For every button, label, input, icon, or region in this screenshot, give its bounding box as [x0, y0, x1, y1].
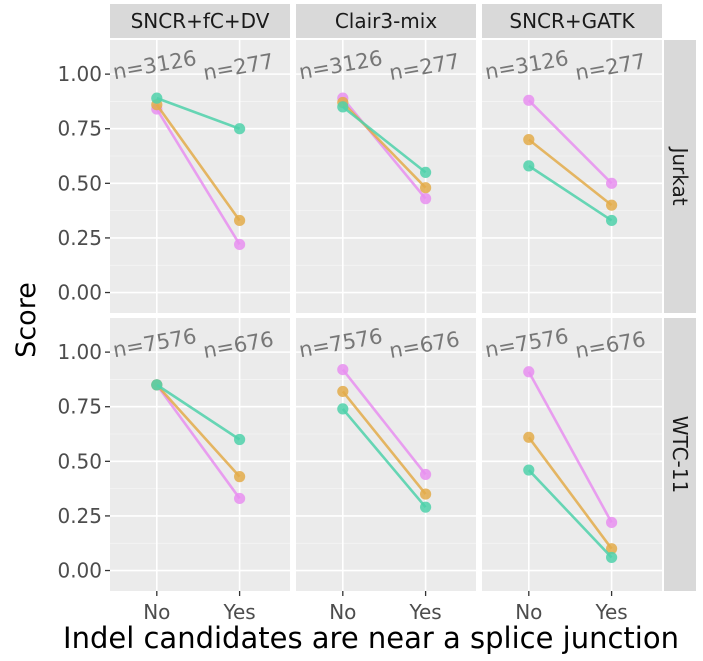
column-strip-bg: [110, 4, 290, 38]
column-strip-label: SNCR+fC+DV: [131, 9, 270, 33]
x-tick-label: No: [143, 600, 170, 624]
y-tick-label: 1.00: [57, 62, 102, 86]
column-strip-bg: [296, 4, 476, 38]
series-line-orange: [155, 384, 241, 478]
panel-wtc-11-sncr-gatk: n=7576 n=676: [482, 318, 662, 591]
strip-sncr-fc-dv: SNCR+fC+DV: [110, 4, 290, 38]
row-strip-label: Jurkat: [668, 145, 692, 205]
point-pink-yes: [606, 177, 618, 189]
panel-background: [296, 318, 476, 591]
panel-jurkat-sncr-fc-dv: n=3126 n=277: [110, 40, 290, 313]
point-teal-no: [337, 403, 349, 415]
point-orange-yes: [234, 214, 246, 227]
x-tick-label: Yes: [222, 600, 255, 624]
point-orange-yes: [420, 488, 432, 500]
y-tick-label: 0.75: [57, 117, 102, 141]
point-orange-no: [337, 385, 349, 398]
series-line-pink: [341, 368, 427, 476]
y-tick-label: 0.50: [57, 171, 102, 195]
point-teal-yes: [234, 433, 246, 446]
series-line-teal: [341, 408, 427, 509]
panel-wtc-11-clair3-mix: n=7576 n=676: [296, 318, 476, 591]
point-teal-yes: [420, 166, 432, 179]
y-tick-label: 0.25: [57, 226, 102, 250]
point-teal-yes: [420, 501, 432, 513]
point-orange-no: [523, 134, 535, 146]
point-pink-yes: [234, 492, 246, 505]
point-teal-yes: [606, 551, 618, 564]
x-tick-label: Yes: [408, 600, 441, 624]
point-pink-yes: [234, 238, 246, 251]
point-pink-yes: [606, 516, 618, 529]
series-line-teal: [341, 105, 427, 174]
point-pink-yes: [420, 193, 432, 205]
y-tick-label: 1.00: [57, 340, 102, 364]
y-tick-label: 0.25: [57, 504, 102, 528]
panel-jurkat-clair3-mix: n=3126 n=277: [296, 40, 476, 313]
y-tick-label: 0.50: [57, 449, 102, 473]
column-strip-label: SNCR+GATK: [509, 9, 635, 33]
axes-layer: 0.00 0.25 0.50 0.75 1.00 0.00 0.25 0.50 0.75 1.00…: [57, 62, 627, 624]
panel-wtc-11-sncr-fc-dv: n=7576 n=676: [110, 318, 290, 591]
column-strip-label: Clair3-mix: [335, 9, 438, 33]
point-teal-no: [151, 379, 163, 391]
point-pink-yes: [420, 468, 432, 481]
point-orange-no: [523, 431, 535, 443]
series-line-pink: [155, 108, 241, 246]
series-line-orange: [527, 138, 613, 207]
panel-background: [110, 40, 290, 313]
y-axis-title: Score: [11, 282, 42, 358]
column-strip-bg: [482, 4, 662, 38]
strips-layer: SNCR+fC+DV Clair3-mix SNCR+GATK Jurkat WTC-1…: [110, 4, 696, 591]
panel-background: [110, 318, 290, 591]
series-line-teal: [156, 96, 241, 130]
series-line-pink: [527, 99, 613, 185]
strip-sncr-gatk: SNCR+GATK: [482, 4, 662, 38]
panel-background: [482, 318, 662, 591]
x-axis-title: Indel candidates are near a splice junct…: [63, 621, 679, 655]
y-tick-label: 0.00: [57, 281, 102, 305]
point-teal-no: [523, 160, 535, 172]
series-line-pink: [527, 371, 613, 524]
series-line-teal: [156, 383, 241, 441]
panel-jurkat-sncr-gatk: n=3126 n=277: [482, 40, 662, 313]
point-pink-no: [523, 366, 535, 378]
point-orange-yes: [234, 471, 246, 483]
point-pink-no: [337, 363, 349, 376]
strip-clair3-mix: Clair3-mix: [296, 4, 476, 38]
series-line-teal: [527, 469, 613, 559]
x-tick-label: No: [515, 600, 542, 624]
point-pink-no: [523, 94, 535, 106]
series-line-orange: [155, 103, 241, 222]
series-line-orange: [527, 436, 613, 550]
point-orange-yes: [606, 199, 618, 211]
point-teal-no: [523, 464, 535, 476]
row-strip-bg: [664, 40, 696, 313]
strip-wtc-11: WTC-11: [664, 318, 696, 591]
x-tick-label: Yes: [594, 600, 627, 624]
row-strip-label: WTC-11: [668, 416, 692, 493]
point-teal-no: [151, 92, 163, 104]
series-line-pink: [155, 384, 241, 500]
y-tick-label: 0.75: [57, 395, 102, 419]
point-teal-yes: [606, 214, 618, 227]
x-tick-label: No: [329, 600, 356, 624]
panel-background: [296, 40, 476, 313]
point-teal-no: [337, 101, 349, 113]
y-tick-label: 0.00: [57, 559, 102, 583]
point-orange-yes: [420, 182, 432, 194]
point-orange-yes: [606, 543, 618, 555]
series-line-orange: [341, 390, 427, 495]
row-strip-bg: [664, 318, 696, 591]
point-teal-yes: [234, 123, 246, 135]
series-line-teal: [528, 164, 613, 222]
strip-jurkat: Jurkat: [664, 40, 696, 313]
panel-background: [482, 40, 662, 313]
